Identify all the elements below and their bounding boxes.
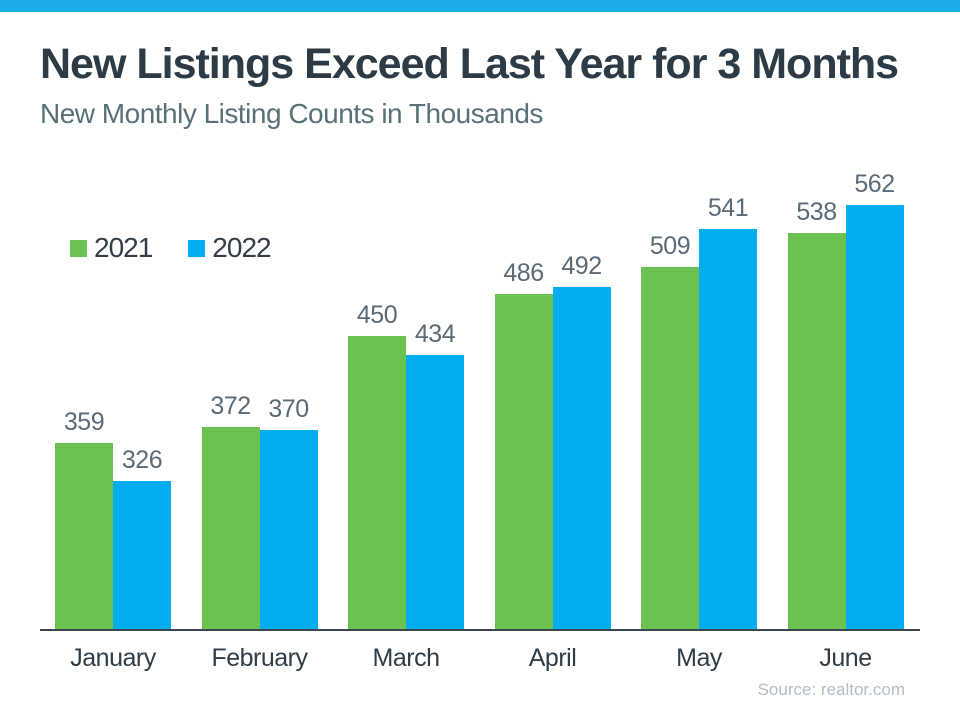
value-label-june-2022: 562	[854, 169, 895, 198]
legend-item-2021: 2021	[70, 232, 153, 264]
x-axis-line	[40, 629, 920, 631]
value-label-march-2022: 434	[414, 319, 456, 348]
bar-january-2021	[55, 442, 113, 629]
bar-may-2021	[641, 266, 699, 629]
legend-swatch-2021	[70, 239, 87, 257]
value-label-may-2021: 509	[649, 231, 691, 260]
bar-june-2021	[787, 232, 846, 629]
value-label-january-2022: 326	[121, 446, 163, 475]
legend-item-2022: 2022	[188, 232, 272, 264]
bar-february-2022	[259, 429, 318, 629]
legend: 2021 2022	[70, 232, 307, 264]
bar-april-2022	[552, 286, 611, 629]
value-label-february-2021: 372	[210, 392, 251, 421]
value-label-february-2022: 370	[268, 394, 309, 423]
chart-subtitle: New Monthly Listing Counts in Thousands	[40, 98, 543, 129]
chart-title: New Listings Exceed Last Year for 3 Mont…	[40, 40, 899, 88]
x-axis-label-march: March	[372, 644, 440, 672]
value-label-may-2022: 541	[707, 194, 749, 223]
bar-may-2022	[699, 229, 757, 629]
source-credit: Source: realtor.com	[757, 680, 905, 699]
x-axis-label-january: January	[70, 644, 156, 672]
x-axis-label-may: May	[676, 644, 722, 672]
legend-swatch-2022	[188, 239, 206, 257]
bar-april-2021	[494, 293, 553, 629]
x-axis-label-february: February	[211, 644, 308, 672]
legend-label-2022: 2022	[212, 232, 271, 263]
value-label-june-2021: 538	[796, 197, 837, 226]
value-label-april-2021: 486	[503, 258, 544, 287]
bar-february-2021	[201, 427, 260, 629]
x-axis-label-april: April	[528, 644, 577, 672]
value-label-april-2022: 492	[561, 251, 602, 280]
bar-march-2021	[348, 335, 406, 629]
value-label-march-2021: 450	[356, 300, 398, 329]
legend-label-2021: 2021	[94, 232, 153, 263]
x-axis-label-june: June	[819, 644, 872, 672]
bar-chart-plot-area: 359 326 372 370 450 434 486 492 509 541 538 562	[40, 170, 920, 629]
accent-bar	[0, 0, 960, 12]
bar-january-2022	[113, 481, 171, 629]
value-label-january-2021: 359	[63, 407, 105, 436]
bar-june-2022	[845, 204, 904, 629]
bar-march-2022	[406, 354, 464, 629]
